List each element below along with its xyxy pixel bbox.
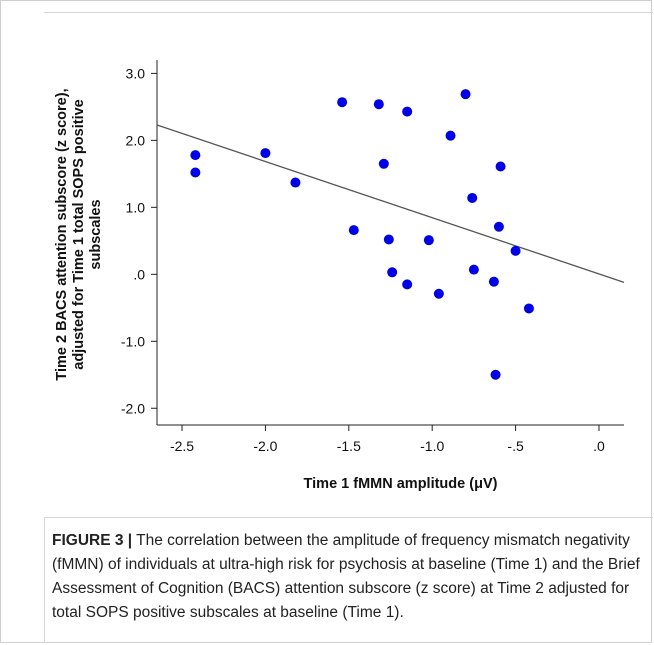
caption-divider [44,517,653,518]
x-tick-label: -1.0 [420,438,444,454]
y-tick-label: 1.0 [126,199,146,215]
data-point [493,221,504,232]
data-point [495,161,506,172]
regression-line-group [156,124,625,283]
chart-axes: 3.0 2.0 1.0 .0 -1.0 -2.0 -2.5 -2.0 -1.5 -1.0 -.5 .0 [121,60,624,454]
data-point [378,158,389,169]
y-axis-label: Time 2 BACS attention subscore (z score)… [54,88,104,380]
caption-left-rule [44,518,45,643]
data-point [190,150,201,161]
data-point [290,177,301,188]
y-tick-label: 2.0 [126,132,146,148]
data-points [190,89,534,380]
caption-label: FIGURE 3 | [52,532,133,549]
caption-text: The correlation between the amplitude of… [52,532,640,621]
y-tick-label: .0 [133,266,145,282]
top-divider [44,12,653,13]
data-point [190,167,201,178]
data-point [260,148,271,159]
data-point [460,89,471,100]
data-point [467,192,478,203]
regression-line [156,124,625,283]
data-point [337,97,348,108]
data-point [423,235,434,246]
x-tick-label: -2.5 [170,438,194,454]
data-point [402,279,413,290]
figure-caption: FIGURE 3 | The correlation between the a… [52,529,642,625]
data-point [490,369,501,380]
data-point [373,99,384,110]
scatter-chart: 3.0 2.0 1.0 .0 -1.0 -2.0 -2.5 -2.0 -1.5 -1.0 -.5 .0… [54,60,625,492]
x-tick-label: -2.0 [253,438,277,454]
x-axis-label: Time 1 fMMN amplitude (μV) [304,476,498,492]
data-point [523,303,534,314]
x-tick-label: .0 [593,438,605,454]
y-tick-label: 3.0 [126,65,146,81]
data-point [348,225,359,236]
data-point [402,106,413,117]
data-point [383,234,394,245]
x-tick-label: -.5 [507,438,524,454]
data-point [445,130,456,141]
y-axis-label-line: Time 2 BACS attention subscore (z score)… [54,88,70,380]
x-tick-label: -1.5 [337,438,361,454]
y-axis-label-line: adjusted for Time 1 total SOPS positive [71,99,87,369]
data-point [488,276,499,287]
data-point [387,267,398,278]
data-point [510,245,521,256]
y-axis-label-line: subscales [88,199,104,269]
data-point [468,264,479,275]
y-tick-label: -1.0 [121,333,145,349]
y-tick-label: -2.0 [121,400,145,416]
data-point [433,288,444,299]
